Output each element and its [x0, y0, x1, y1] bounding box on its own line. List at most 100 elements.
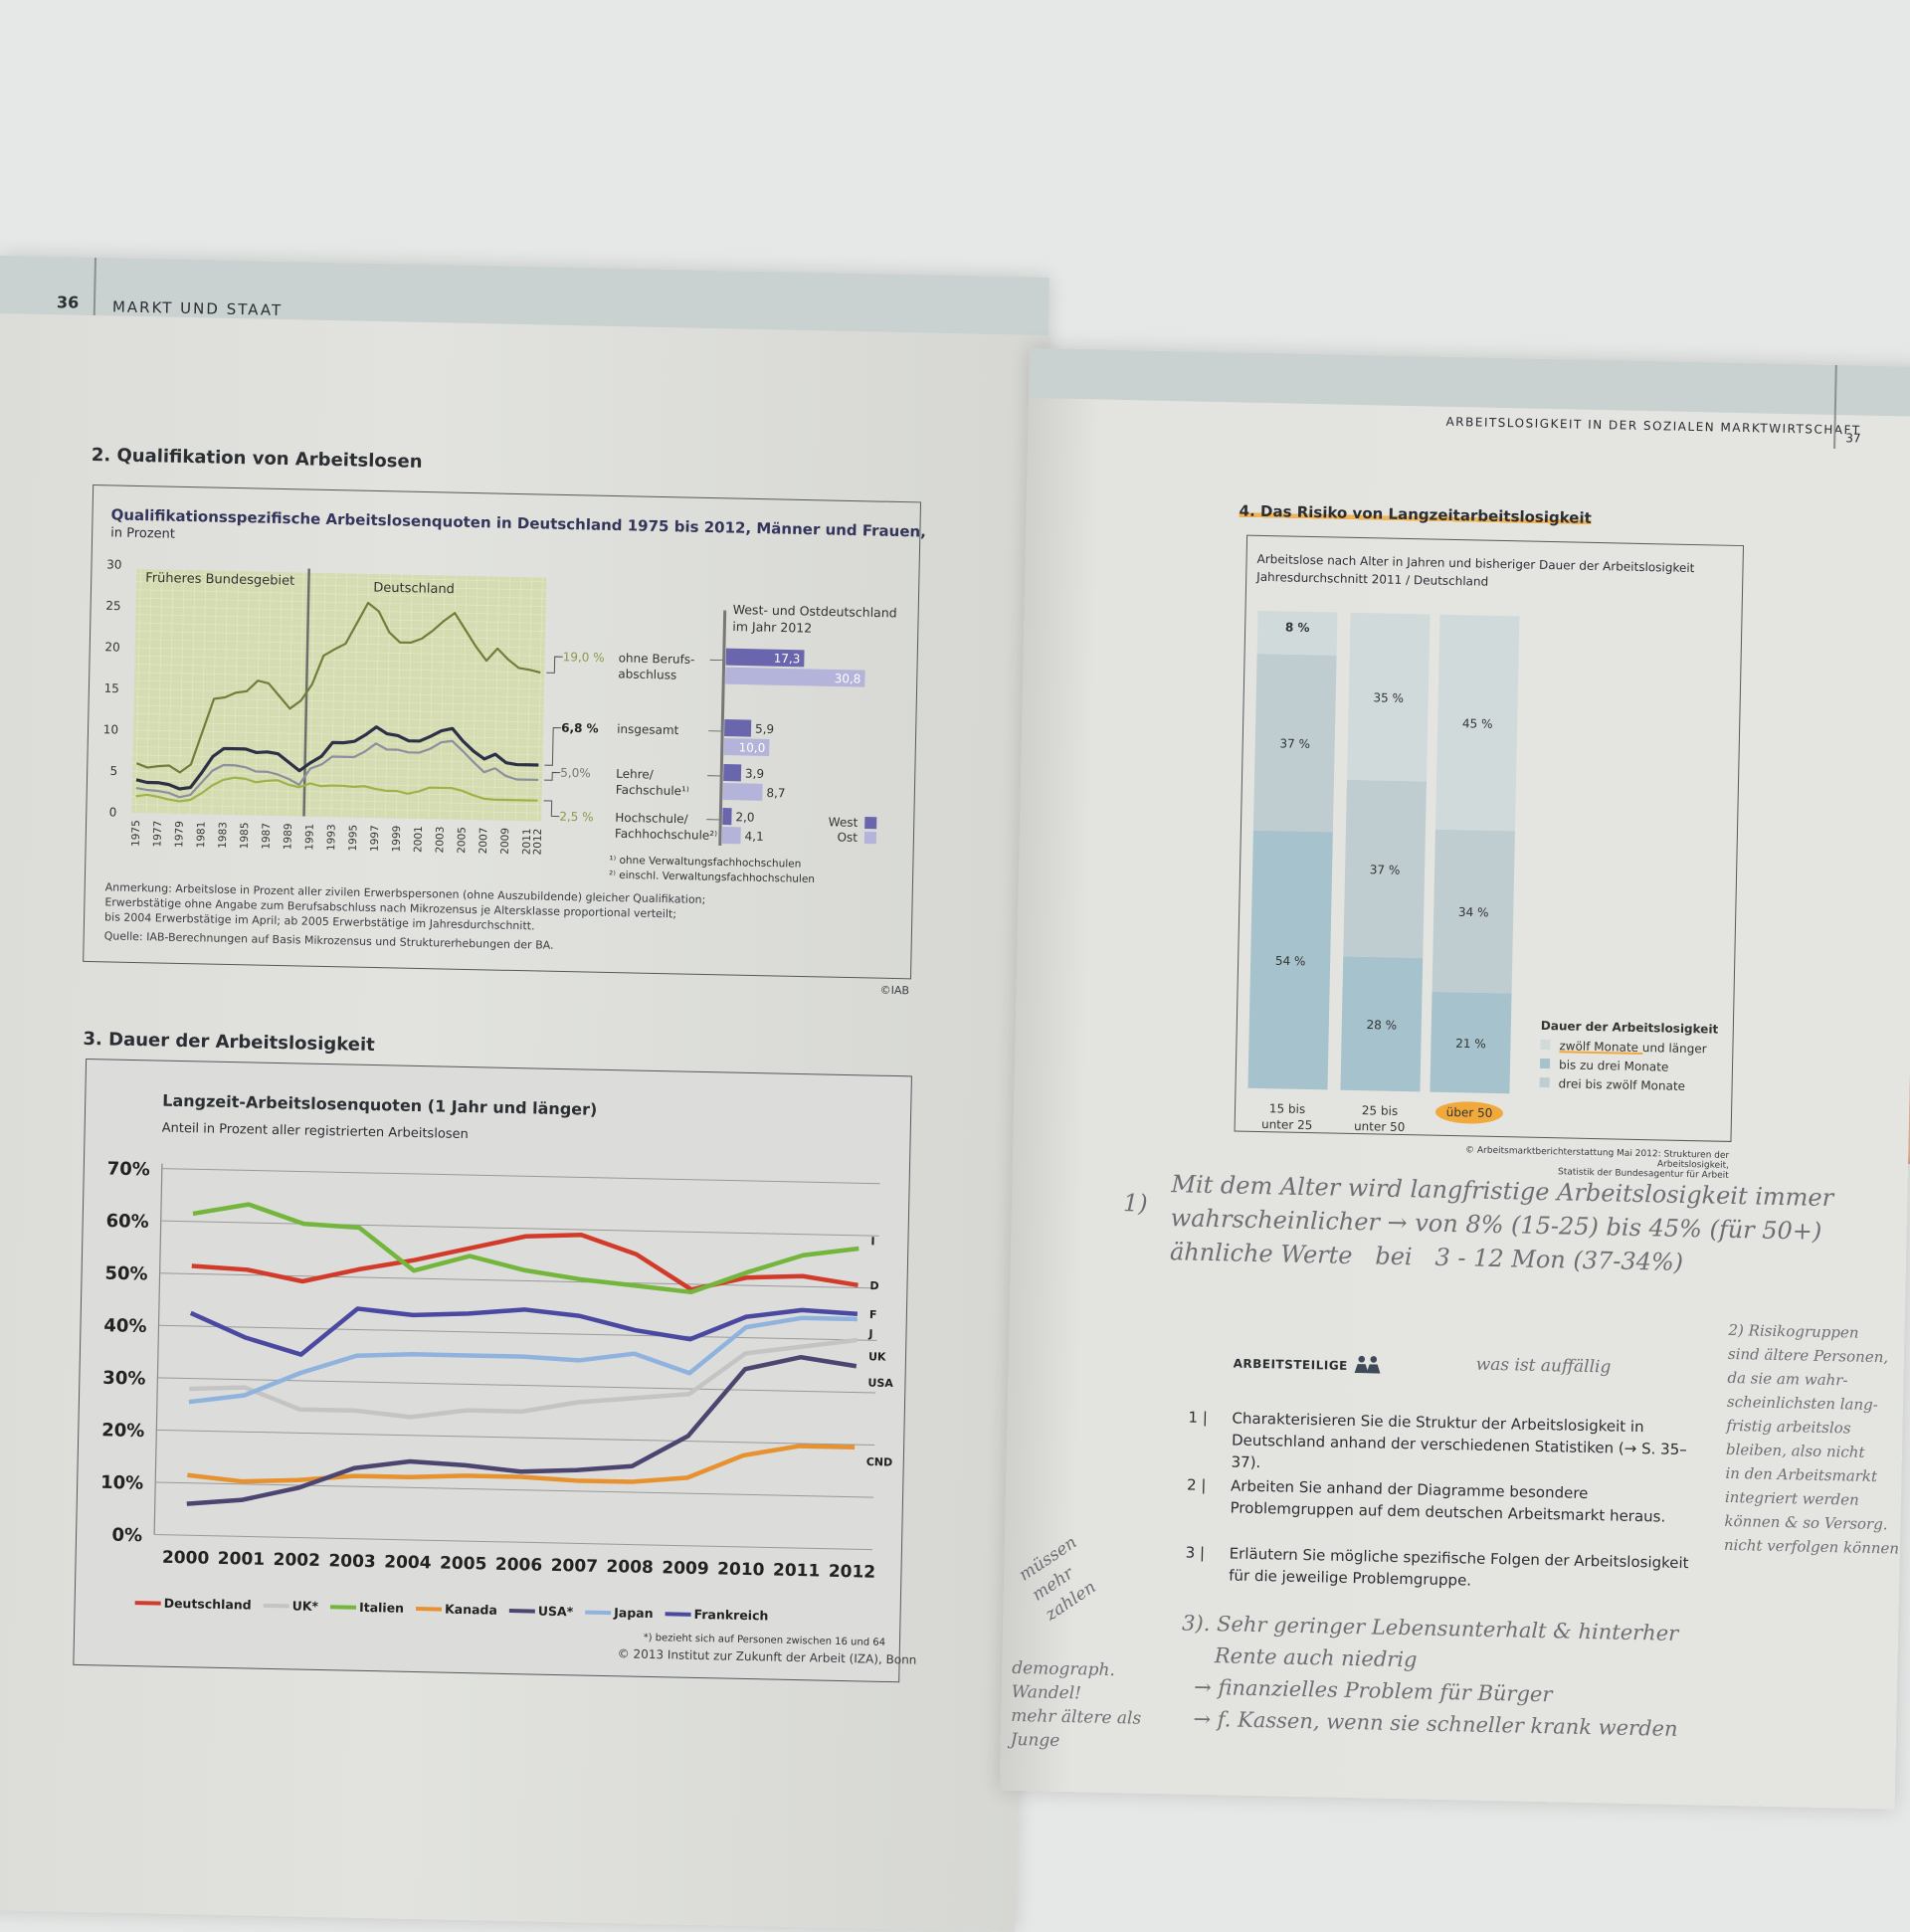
x-tick-label: 1993: [325, 824, 338, 851]
series-end-label: CND: [866, 1455, 893, 1469]
series-line: [191, 1203, 860, 1295]
bar-label: 8 %: [1285, 620, 1310, 635]
chart-qualification-box: Qualifikationsspezifische Arbeitslosenqu…: [83, 484, 921, 979]
x-tick-label: 2010: [717, 1559, 765, 1580]
y-tick-label: 30: [106, 557, 122, 571]
series-end-label: I: [870, 1235, 874, 1248]
y-tick-label: 70%: [106, 1158, 150, 1180]
series-label: Fachhochschule²⁾: [615, 827, 717, 843]
footnote: ¹⁾ ohne Verwaltungsfachhochschulen: [609, 855, 801, 870]
inset-title: West- und Ostdeutschland: [733, 602, 897, 620]
legend-swatch: [1540, 1040, 1550, 1050]
task-text: Charakterisieren Sie die Struktur der Ar…: [1231, 1410, 1687, 1472]
section-title: 3. Dauer der Arbeitslosigkeit: [83, 1029, 375, 1056]
legend-label: Ost: [837, 830, 858, 844]
x-tick-label: 2004: [384, 1552, 432, 1573]
x-tick-label: 2003: [328, 1551, 376, 1572]
series-label: Lehre/: [616, 767, 655, 782]
bar: [722, 808, 731, 825]
category-label: unter 25: [1261, 1117, 1313, 1132]
x-tick-label: 2005: [440, 1554, 487, 1575]
legend-swatch: [135, 1603, 161, 1604]
x-tick-label: 1981: [195, 822, 208, 849]
inset-title: im Jahr 2012: [732, 619, 812, 636]
handwritten-note-number: 1): [1123, 1186, 1148, 1221]
worksheet-label-text: ARBEITSTEILIGE: [1234, 1357, 1348, 1373]
bar-label: 34 %: [1458, 905, 1489, 920]
legend-label: West: [829, 815, 859, 830]
handwritten-note: 3). Sehr geringer Lebensunterhalt & hint…: [1180, 1607, 1680, 1744]
gridline: [156, 1430, 874, 1445]
handwritten-note: müssen mehr zahlen: [1015, 1531, 1109, 1627]
page-header: ARBEITSLOSIGKEIT IN DER SOZIALEN MARKTWI…: [1445, 415, 1860, 438]
bar: [723, 764, 741, 781]
series-end-label: USA: [867, 1377, 893, 1391]
bar-label: 37 %: [1279, 736, 1310, 751]
bar-label: 4,1: [744, 830, 763, 844]
x-tick-label: 2009: [662, 1558, 709, 1579]
bar-label: 2,0: [735, 810, 754, 824]
task-item: 1 |Charakterisieren Sie die Struktur der…: [1231, 1408, 1709, 1483]
left-page: 36 MARKT UND STAAT 2. Qualifikation von …: [0, 256, 1050, 1932]
task-text: Arbeiten Sie anhand der Diagramme besond…: [1230, 1476, 1665, 1525]
handwritten-note: Mit dem Alter wird langfristige Arbeitsl…: [1170, 1167, 1834, 1282]
series-label: insgesamt: [617, 722, 679, 737]
x-tick-label: 1985: [239, 822, 252, 849]
two-people-icon: [1352, 1355, 1382, 1374]
y-tick-label: 0: [109, 805, 117, 819]
region-label: Deutschland: [373, 581, 455, 598]
x-tick-label: 1987: [261, 823, 274, 850]
legend-swatch: [585, 1613, 611, 1614]
x-tick-label: 2002: [273, 1550, 320, 1571]
x-tick-label: 2000: [162, 1548, 210, 1569]
page-header-band: [0, 256, 1050, 335]
section-title: 4. Das Risiko von Langzeitarbeitslosigke…: [1239, 501, 1592, 526]
bar: [723, 783, 763, 801]
x-tick-label: 1983: [217, 822, 230, 849]
end-value-label: 19,0 %: [563, 650, 605, 665]
y-tick-label: 15: [103, 681, 119, 695]
legend-swatch: [416, 1609, 442, 1610]
legend-swatch: [264, 1606, 289, 1607]
category-label: unter 50: [1354, 1119, 1406, 1134]
bar-label: 3,9: [745, 767, 764, 781]
worksheet-label: ARBEITSTEILIGE: [1234, 1353, 1383, 1374]
leader-line: [546, 657, 562, 674]
footnote: *) bezieht sich auf Personen zwischen 16…: [644, 1633, 886, 1648]
bar-label: 21 %: [1455, 1037, 1486, 1052]
chart-risk-box: Arbeitslose nach Alter in Jahren und bis…: [1235, 535, 1744, 1142]
series-end-label: UK: [868, 1350, 886, 1363]
legend-swatch: [330, 1607, 356, 1608]
x-tick-label: 1999: [391, 826, 404, 853]
right-page: ARBEITSLOSIGKEIT IN DER SOZIALEN MARKTWI…: [1000, 348, 1910, 1810]
section-title: 2. Qualifikation von Arbeitslosen: [92, 445, 423, 473]
legend-label: UK*: [292, 1598, 319, 1614]
series-line: [187, 1344, 857, 1517]
leader-line: [544, 772, 560, 780]
bar-label: 8,7: [766, 786, 785, 800]
legend-label: USA*: [538, 1604, 574, 1620]
series-line: [189, 1305, 858, 1416]
bar-label: 54 %: [1275, 954, 1306, 969]
footnote: ²⁾ einschl. Verwaltungsfachhochschulen: [609, 869, 815, 885]
gridline: [162, 1169, 880, 1184]
series-line: [191, 1227, 859, 1293]
x-tick-label: 1989: [282, 823, 294, 850]
task-number: 3 |: [1185, 1542, 1205, 1564]
x-tick-label: 1977: [151, 821, 164, 848]
x-tick-label: 2003: [434, 827, 447, 854]
chart-notes: Anmerkung: Arbeitslose in Prozent aller …: [104, 879, 706, 956]
bar-label: 35 %: [1373, 690, 1404, 705]
bar: [722, 827, 741, 844]
x-tick-label: 2007: [551, 1556, 599, 1577]
copyright: ©IAB: [880, 983, 910, 999]
end-value-label: 2,5 %: [559, 810, 594, 825]
bar-label: 28 %: [1366, 1018, 1397, 1033]
y-tick-label: 5: [109, 764, 117, 778]
x-tick-label: 2007: [478, 827, 490, 854]
end-value-label: 6,8 %: [561, 721, 599, 736]
y-tick-label: 30%: [102, 1368, 146, 1390]
page-number: 37: [1845, 431, 1861, 445]
